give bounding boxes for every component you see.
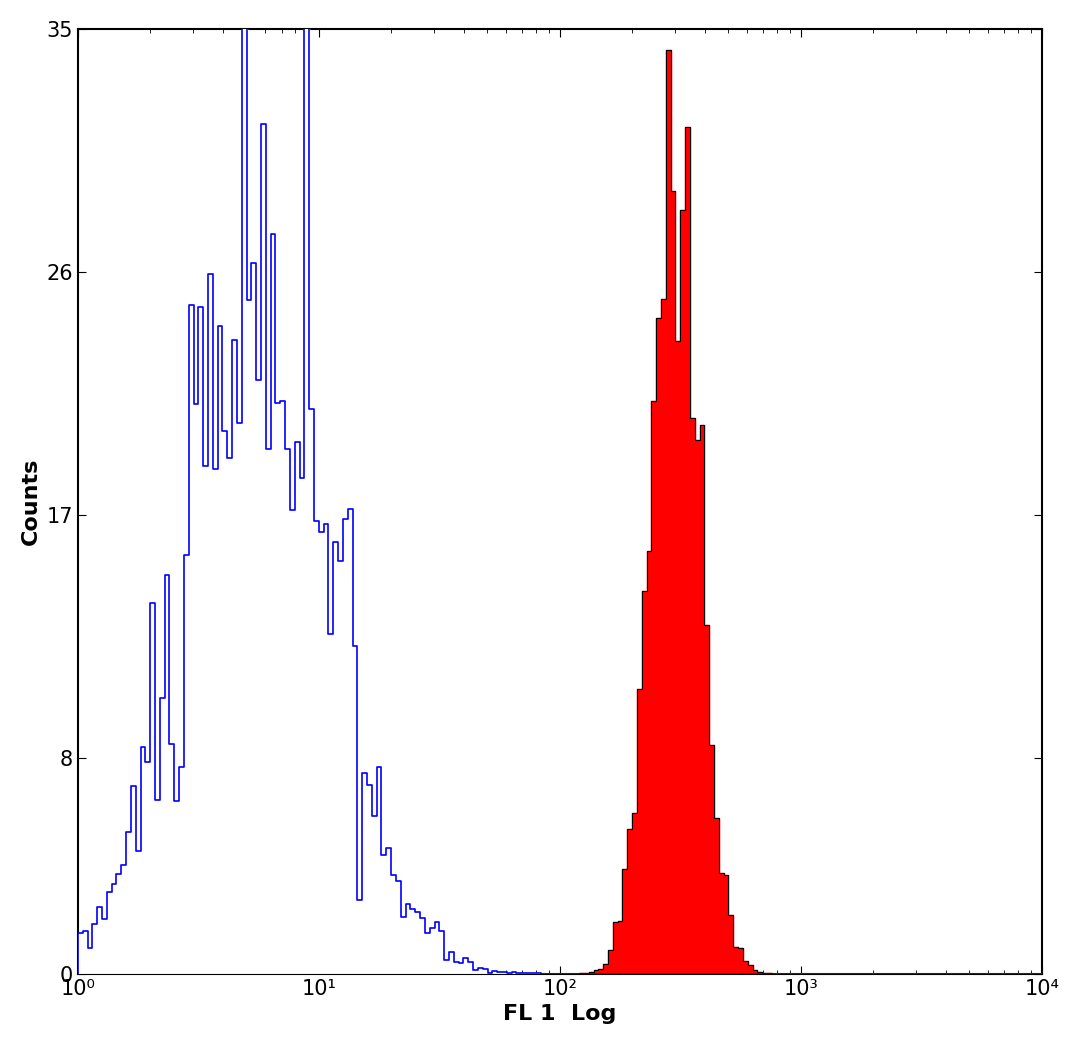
X-axis label: FL 1  Log: FL 1 Log bbox=[503, 1004, 617, 1024]
Y-axis label: Counts: Counts bbox=[21, 458, 41, 545]
Polygon shape bbox=[78, 50, 1042, 974]
Polygon shape bbox=[78, 0, 1042, 974]
